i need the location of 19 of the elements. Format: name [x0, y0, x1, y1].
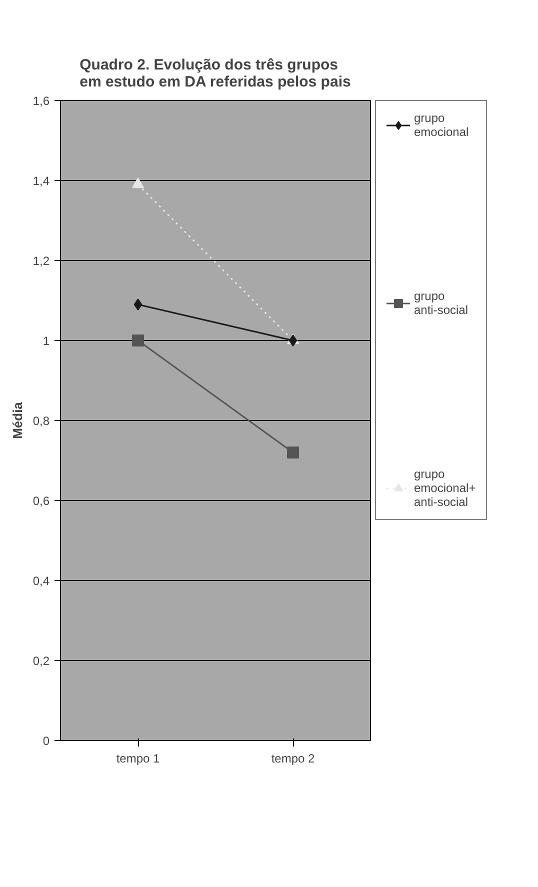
y-tick-label: 0,6 [32, 494, 50, 508]
x-tick-label: tempo 1 [116, 752, 160, 766]
y-axis-title: Média [10, 401, 25, 439]
y-tick-label: 0,8 [32, 414, 50, 428]
chart-title: Quadro 2. Evolução dos três grupos em estudo em DA referidas pelos pais [80, 56, 351, 90]
point [287, 446, 299, 458]
legend-label: grupo emocional [414, 111, 469, 139]
y-tick-label: 0,4 [32, 574, 50, 588]
point [132, 334, 144, 346]
y-tick-label: 1,2 [32, 254, 50, 268]
legend-label: grupo anti-social [414, 289, 468, 317]
y-tick-label: 1,4 [32, 174, 50, 188]
x-tick-label: tempo 2 [271, 752, 316, 766]
y-tick-label: 1 [42, 334, 50, 348]
point [134, 298, 142, 310]
y-tick-label: 1,6 [32, 94, 50, 108]
legend-label: grupo emocional+ anti-social [414, 467, 476, 509]
y-tick-label: 0 [42, 734, 50, 748]
y-tick-label: 0,2 [32, 654, 50, 668]
